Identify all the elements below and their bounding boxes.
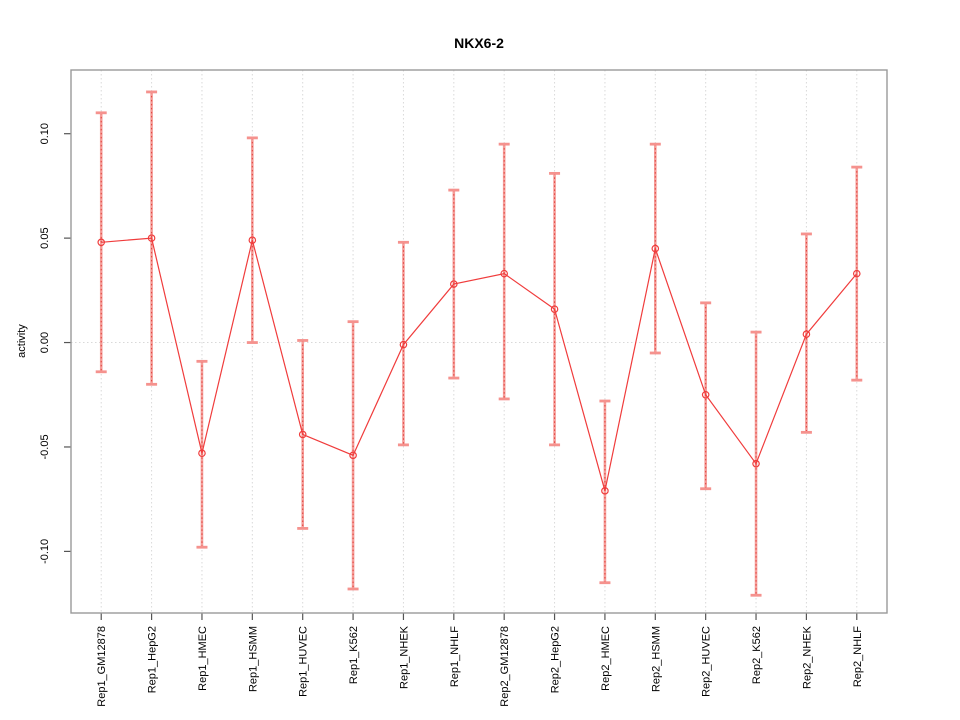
- data-point-marker: [852, 269, 861, 278]
- data-point-marker: [450, 280, 458, 288]
- y-tick-label: 0.10: [39, 123, 51, 144]
- data-point-marker: [651, 244, 660, 253]
- x-tick-label: Rep2_NHEK: [801, 625, 813, 689]
- x-tick-label: Rep1_NHEK: [398, 625, 410, 689]
- x-tick-label: Rep1_HSMM: [247, 626, 259, 692]
- x-tick-label: Rep1_HMEC: [197, 626, 209, 691]
- x-tick-label: Rep2_HMEC: [600, 626, 612, 691]
- x-tick-label: Rep2_HepG2: [550, 626, 562, 693]
- x-tick-label: Rep2_K562: [751, 626, 763, 684]
- data-point-marker: [550, 305, 559, 313]
- data-point-marker: [147, 234, 156, 242]
- data-point-marker: [298, 430, 307, 439]
- data-point-marker: [399, 340, 408, 349]
- data-point-marker: [802, 330, 811, 338]
- data-point-marker: [601, 487, 609, 495]
- data-point-marker: [701, 390, 710, 399]
- data-point-marker: [752, 459, 760, 468]
- plot-border-box: [70, 69, 888, 614]
- x-tick-label: Rep2_HUVEC: [701, 626, 713, 697]
- data-point-marker: [349, 451, 357, 460]
- data-point-marker: [248, 236, 257, 245]
- y-tick-label: 0.05: [39, 227, 51, 248]
- x-tick-label: Rep2_GM12878: [499, 626, 511, 707]
- y-axis-label: activity: [16, 324, 28, 358]
- x-tick-label: Rep2_NHLF: [852, 626, 864, 687]
- data-point-marker: [97, 238, 106, 247]
- plot-area: -0.10 -0.05 0.00 0.05 0.10 Rep1_GM12878 Rep1_H…: [39, 69, 888, 707]
- x-tick-label: Rep1_GM12878: [96, 626, 108, 707]
- y-tick-label: -0.05: [39, 434, 51, 459]
- data-point-marker: [198, 449, 206, 458]
- y-tick-label: -0.10: [39, 539, 51, 564]
- x-tick-label: Rep1_HUVEC: [298, 626, 310, 697]
- y-tick-label: 0.00: [39, 332, 51, 353]
- data-point-marker: [500, 269, 508, 278]
- x-tick-label: Rep2_HSMM: [650, 626, 662, 692]
- x-tick-label: Rep1_K562: [348, 626, 360, 684]
- x-tick-label: Rep1_HepG2: [147, 626, 159, 693]
- x-tick-label: Rep1_NHLF: [449, 626, 461, 687]
- series-line: [101, 237, 858, 491]
- chart-title: NKX6-2: [454, 35, 504, 51]
